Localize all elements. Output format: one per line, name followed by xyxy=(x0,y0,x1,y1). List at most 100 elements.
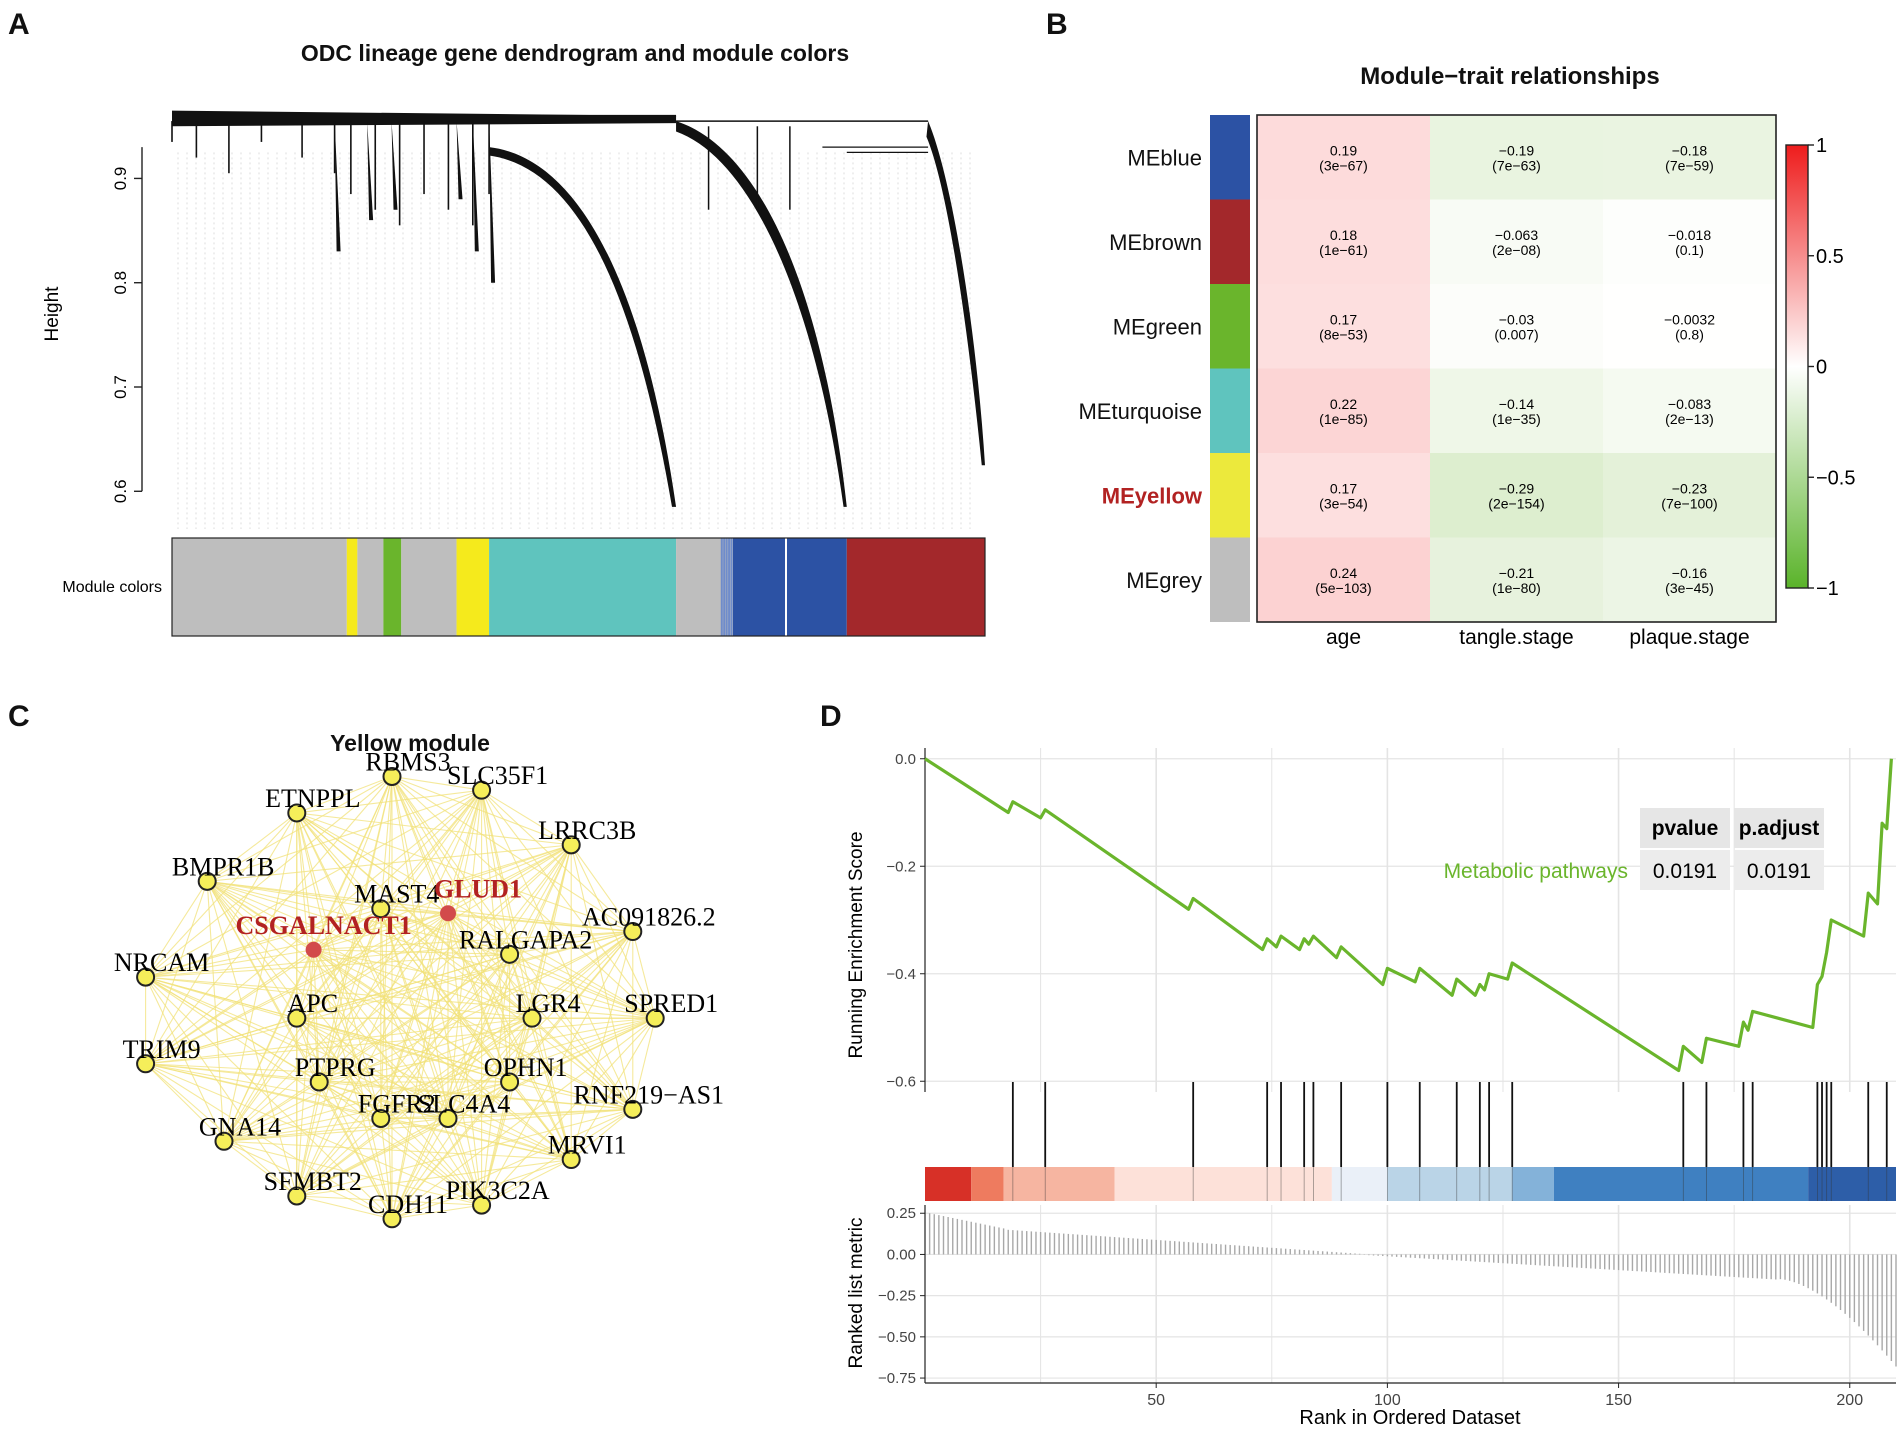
network-edge xyxy=(296,812,572,846)
network-edge xyxy=(318,1081,382,1119)
network-edge xyxy=(296,1108,633,1197)
network-edge xyxy=(481,789,656,1019)
network-edge xyxy=(223,949,315,1142)
heatmap-cell-value: 0.18 xyxy=(1330,227,1357,243)
network-edge xyxy=(296,812,633,933)
network-edge xyxy=(223,789,483,1142)
table-value-cell xyxy=(1734,850,1824,890)
network-edge xyxy=(570,844,656,1019)
network-edge xyxy=(380,844,572,1119)
network-node xyxy=(136,1054,156,1074)
network-edge xyxy=(223,1081,510,1142)
heatmap-cell xyxy=(1603,368,1776,453)
heatmap-cell-pvalue: (0.007) xyxy=(1494,326,1538,342)
network-node-label: LRRC3B xyxy=(538,816,636,845)
network-node xyxy=(382,1209,402,1229)
network-edge xyxy=(223,1108,633,1142)
network-node xyxy=(561,1150,581,1170)
network-node-label: SPRED1 xyxy=(624,989,718,1018)
network-edge xyxy=(296,812,315,950)
network-edge xyxy=(206,880,449,1119)
network-edge xyxy=(296,1017,382,1119)
network-edge xyxy=(531,1017,634,1110)
heatmap-row-label: MEturquoise xyxy=(1078,399,1202,424)
network-edge xyxy=(223,1140,298,1197)
network-node-label: RALGAPA2 xyxy=(459,925,592,954)
network-edge xyxy=(509,1081,633,1110)
network-edge xyxy=(447,912,633,933)
network-edge xyxy=(223,1117,449,1142)
network-edge xyxy=(481,789,634,1110)
network-edge xyxy=(380,1118,393,1219)
dendrogram-branch xyxy=(367,121,374,221)
network-edge xyxy=(570,931,634,1160)
network-node-label: PTPRG xyxy=(295,1053,376,1082)
network-node xyxy=(438,1108,458,1128)
x-tick-label: 150 xyxy=(1605,1392,1632,1409)
network-edge xyxy=(145,930,633,978)
network-node xyxy=(287,1008,307,1028)
module-color-segment-grey xyxy=(357,538,384,636)
dendrogram-panel: 0.6 0.7 0.8 0.9 Height Module colors xyxy=(42,110,986,637)
network-edge xyxy=(145,881,208,978)
es-line xyxy=(924,757,1893,1073)
rank-y-tick-label: 0.25 xyxy=(887,1205,916,1222)
network-edge xyxy=(223,1017,656,1142)
network-edge xyxy=(481,954,511,1206)
heatmap-cell xyxy=(1430,284,1603,369)
heatmap-cell xyxy=(1257,453,1430,538)
heatmap-cell-pvalue: (2e−13) xyxy=(1665,411,1714,427)
heatmap-cell-pvalue: (2e−08) xyxy=(1492,242,1541,258)
network-edge xyxy=(207,789,482,882)
module-color-segment-grey xyxy=(401,538,457,636)
heatmap-cell-value: 0.17 xyxy=(1330,480,1357,496)
network-edge xyxy=(509,844,572,955)
heatmap-cell xyxy=(1257,284,1430,369)
network-edge xyxy=(145,908,381,978)
network-node xyxy=(382,766,402,786)
module-swatch-MEbrown xyxy=(1210,199,1250,284)
heatmap-cell-pvalue: (3e−54) xyxy=(1319,495,1368,511)
rank-heat-segment xyxy=(971,1167,1004,1201)
network-edge xyxy=(447,912,656,1019)
network-edge xyxy=(145,1063,225,1142)
network-edge xyxy=(145,976,533,1019)
network-edge xyxy=(380,908,656,1019)
network-edge xyxy=(296,1017,510,1083)
module-color-segment-blue xyxy=(720,538,723,636)
network-node xyxy=(522,1008,542,1028)
network-edge xyxy=(313,912,449,951)
rank-heat-segment xyxy=(1387,1167,1513,1201)
network-edge xyxy=(296,1117,449,1197)
dendrogram-title: ODC lineage gene dendrogram and module c… xyxy=(300,40,850,66)
heatmap-row-label: MEgrey xyxy=(1126,568,1202,593)
network-edge xyxy=(391,1118,449,1220)
network-edge xyxy=(447,1017,533,1119)
module-color-segment-blue xyxy=(728,538,731,636)
network-edge xyxy=(509,954,572,1160)
network-node xyxy=(287,803,307,823)
network-edge xyxy=(380,1108,633,1120)
rank-y-tick-label: −0.50 xyxy=(878,1329,916,1346)
network-edge xyxy=(296,1017,633,1110)
dendrogram-branch xyxy=(391,121,398,210)
dendrogram-y-tick-label: 0.9 xyxy=(111,167,130,191)
network-edge xyxy=(145,976,656,1019)
heatmap-cell-pvalue: (2e−154) xyxy=(1488,495,1544,511)
dendrogram-y-label: Height xyxy=(42,286,63,342)
table-header: pvalue xyxy=(1652,817,1719,840)
network-edge xyxy=(391,1204,482,1220)
module-swatch-MEblue xyxy=(1210,115,1250,200)
network-edge xyxy=(391,776,656,1019)
network-edge xyxy=(207,880,633,933)
network-node xyxy=(623,922,643,942)
es-y-tick-label: −0.2 xyxy=(886,858,916,875)
dendrogram-y-tick-label: 0.6 xyxy=(111,479,130,503)
network-edge xyxy=(509,1081,572,1160)
network-edge xyxy=(318,1081,482,1206)
network-edge xyxy=(447,912,533,1019)
heatmap-cell xyxy=(1257,199,1430,284)
module-color-segment-yellow xyxy=(346,538,358,636)
network-edge xyxy=(380,908,634,1110)
network-edge xyxy=(206,880,572,1160)
